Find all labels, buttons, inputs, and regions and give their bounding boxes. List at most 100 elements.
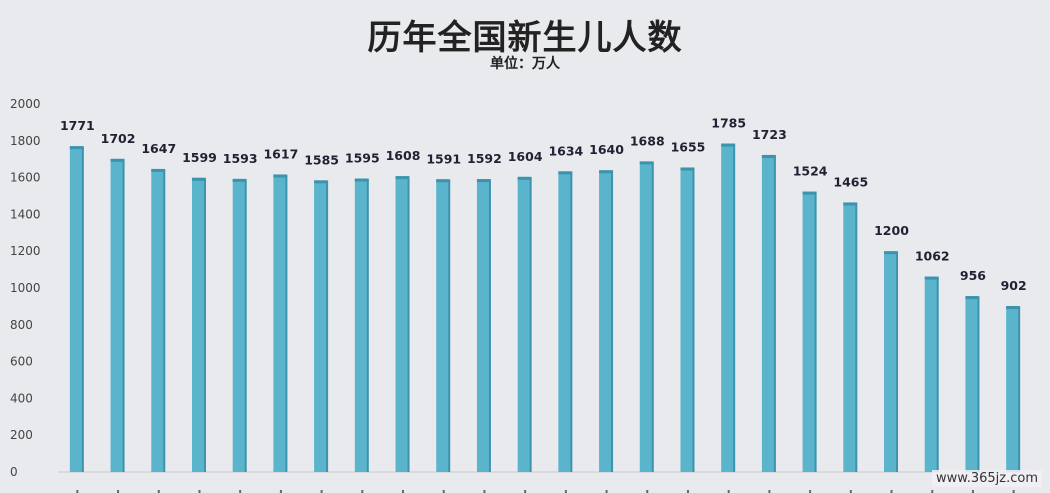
y-tick-label: 1000	[10, 281, 41, 295]
bar	[110, 158, 123, 472]
bar-top	[639, 161, 654, 165]
data-label: 1465	[833, 174, 868, 189]
bar-top	[721, 143, 736, 147]
data-label: 1723	[752, 127, 787, 142]
data-label: 1062	[915, 249, 950, 264]
bar-top	[924, 276, 939, 280]
data-label: 1617	[263, 146, 298, 161]
y-tick-label: 800	[10, 318, 33, 332]
chart-title: 历年全国新生儿人数	[367, 18, 683, 58]
bar-side	[935, 278, 939, 472]
bar	[721, 143, 734, 472]
bar	[69, 146, 82, 473]
y-tick-label: 2000	[10, 97, 41, 111]
bar-top	[191, 177, 206, 181]
data-label: 1702	[101, 131, 136, 146]
bar	[151, 168, 164, 472]
data-label: 1595	[345, 151, 380, 166]
bar-side	[487, 181, 491, 472]
watermark: www.365jz.com	[932, 470, 1042, 487]
y-tick-label: 400	[10, 391, 33, 405]
bar	[599, 170, 612, 473]
bar	[517, 176, 530, 472]
bar-side	[610, 172, 614, 473]
bar-top	[314, 180, 329, 184]
bar-top	[761, 154, 776, 158]
y-tick-label: 0	[10, 465, 18, 479]
bar	[558, 171, 571, 472]
data-label: 1604	[508, 149, 543, 164]
data-label: 1647	[141, 141, 176, 156]
y-tick-label: 1600	[10, 171, 41, 185]
bar-top	[436, 179, 451, 183]
bar-side	[406, 178, 410, 473]
bar	[680, 167, 693, 473]
bar-top	[273, 174, 288, 178]
bar	[802, 191, 815, 473]
bar-side	[976, 298, 980, 472]
bar-top	[151, 168, 166, 172]
bar	[314, 180, 327, 473]
bar-top	[69, 146, 84, 150]
bar-top	[476, 179, 491, 183]
bar	[1006, 306, 1019, 472]
bar-side	[650, 163, 654, 472]
bar-side	[325, 182, 329, 473]
bar-top	[517, 176, 532, 180]
bar-side	[528, 178, 532, 472]
bar-side	[121, 160, 125, 472]
data-label: 1771	[60, 118, 95, 133]
bar-top	[558, 171, 573, 175]
bar	[761, 154, 774, 472]
data-label: 1655	[671, 139, 706, 154]
data-label: 902	[1001, 278, 1027, 293]
bar-top	[232, 178, 247, 182]
bar-top	[110, 158, 125, 162]
chart-subtitle: 单位：万人	[490, 56, 560, 72]
bar-side	[772, 156, 776, 472]
data-label: 956	[960, 268, 986, 283]
data-label: 1599	[182, 150, 217, 165]
bar	[273, 174, 286, 473]
bar-top	[1006, 306, 1021, 310]
data-label: 1591	[426, 151, 461, 166]
bar-side	[813, 193, 817, 473]
bar-top	[843, 202, 858, 206]
bar-top	[965, 296, 980, 300]
data-label: 1592	[467, 151, 502, 166]
bar-side	[854, 204, 858, 472]
bar	[354, 178, 367, 472]
bar	[965, 296, 978, 472]
bar-side	[80, 148, 84, 473]
bar-top	[599, 170, 614, 174]
bar-side	[202, 179, 206, 472]
y-tick-label: 200	[10, 428, 33, 442]
y-tick-label: 1200	[10, 244, 41, 258]
y-tick-label: 600	[10, 355, 33, 369]
bar	[843, 202, 856, 472]
bar	[639, 161, 652, 472]
bar	[884, 251, 897, 472]
y-tick-label: 1400	[10, 207, 41, 221]
bar-top	[395, 176, 410, 180]
bar-top	[680, 167, 695, 171]
bar-top	[884, 251, 899, 255]
bar	[191, 177, 204, 472]
bar-side	[569, 173, 573, 472]
data-label: 1200	[874, 223, 909, 238]
data-label: 1634	[548, 143, 583, 158]
data-label: 1585	[304, 152, 339, 167]
bar-top	[802, 191, 817, 195]
bar-top	[354, 178, 369, 182]
bar-side	[1017, 308, 1021, 472]
bar-side	[162, 170, 166, 472]
bar	[232, 178, 245, 472]
data-label: 1524	[793, 164, 828, 179]
bar-side	[284, 176, 288, 473]
bar-side	[691, 169, 695, 473]
data-label: 1608	[386, 148, 421, 163]
data-label: 1640	[589, 142, 624, 157]
bar-side	[732, 145, 736, 472]
y-tick-label: 1800	[10, 134, 41, 148]
